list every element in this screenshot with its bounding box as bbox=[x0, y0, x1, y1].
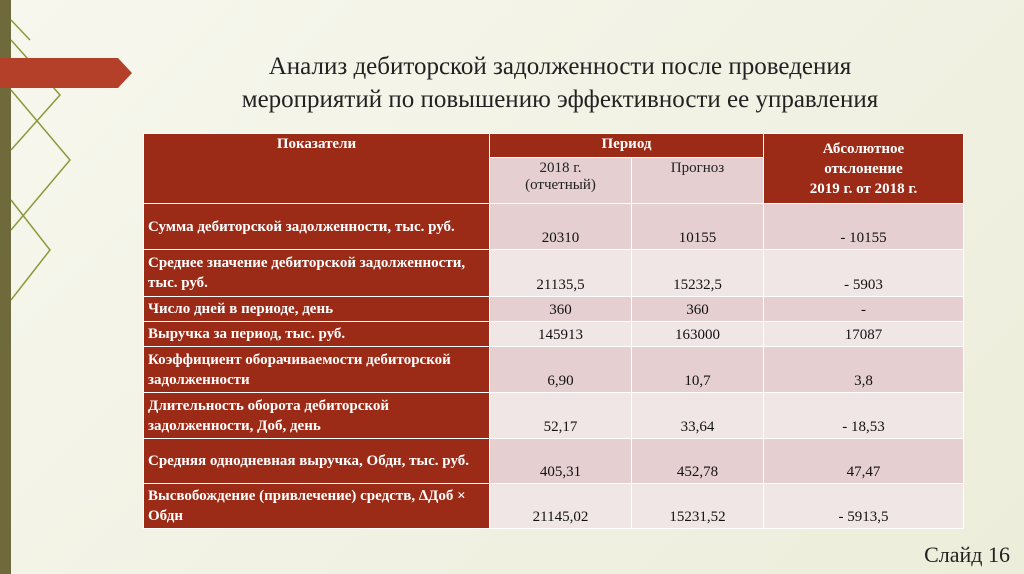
header-line: отклонение bbox=[824, 160, 903, 177]
table-row: Коэффициент оборачиваемости дебиторской … bbox=[143, 346, 964, 393]
value-cell: 3,8 bbox=[763, 346, 964, 393]
value-cell: - 5913,5 bbox=[763, 483, 964, 529]
title-banner bbox=[0, 58, 132, 88]
table-row: Высвобождение (привлечение) средств, ∆До… bbox=[143, 483, 964, 529]
value-cell: 21145,02 bbox=[489, 483, 632, 529]
table-body: Сумма дебиторской задолженности, тыс. ру… bbox=[143, 203, 964, 529]
subheader-cell: 2018 г. (отчетный) bbox=[489, 157, 632, 204]
title-line: Анализ дебиторской задолженности после п… bbox=[268, 53, 852, 80]
label-cell: Коэффициент оборачиваемости дебиторской … bbox=[143, 346, 490, 393]
value-cell: 15232,5 bbox=[631, 249, 764, 297]
header-cell: Период bbox=[489, 133, 764, 158]
value-cell: 15231,52 bbox=[631, 483, 764, 529]
value-cell: - bbox=[763, 296, 964, 322]
label-cell: Высвобождение (привлечение) средств, ∆До… bbox=[143, 483, 490, 529]
value-cell: - 10155 bbox=[763, 203, 964, 250]
value-cell: 6,90 bbox=[489, 346, 632, 393]
value-cell: 33,64 bbox=[631, 392, 764, 439]
value-cell: 405,31 bbox=[489, 438, 632, 484]
value-cell: 10,7 bbox=[631, 346, 764, 393]
header-line: 2019 г. от 2018 г. bbox=[809, 180, 918, 197]
value-cell: 17087 bbox=[763, 321, 964, 347]
decoration bbox=[0, 0, 132, 574]
header-cell: Показатели bbox=[143, 133, 490, 204]
title: Анализ дебиторской задолженности после п… bbox=[150, 50, 970, 116]
value-cell: 360 bbox=[631, 296, 764, 322]
table-row: Средняя однодневная выручка, Обдн, тыс. … bbox=[143, 438, 964, 484]
value-cell: 52,17 bbox=[489, 392, 632, 439]
header-line: Абсолютное bbox=[822, 140, 905, 157]
value-cell: - 18,53 bbox=[763, 392, 964, 439]
value-cell: 360 bbox=[489, 296, 632, 322]
table: Показатели Период Абсолютное отклонение … bbox=[143, 133, 964, 529]
table-row: Выручка за период, тыс. руб. 145913 163000… bbox=[143, 321, 964, 347]
title-line: мероприятий по повышению эффективности е… bbox=[241, 86, 879, 113]
label-cell: Сумма дебиторской задолженности, тыс. ру… bbox=[143, 203, 490, 250]
value-cell: 452,78 bbox=[631, 438, 764, 484]
label-cell: Длительность оборота дебиторской задолже… bbox=[143, 392, 490, 439]
value-cell: 21135,5 bbox=[489, 249, 632, 297]
label-cell: Средняя однодневная выручка, Обдн, тыс. … bbox=[143, 438, 490, 484]
value-cell: 47,47 bbox=[763, 438, 964, 484]
table-row: Сумма дебиторской задолженности, тыс. ру… bbox=[143, 203, 964, 250]
table-row: Число дней в периоде, день 360 360- bbox=[143, 296, 964, 322]
left-strip bbox=[0, 0, 11, 574]
value-cell: 10155 bbox=[631, 203, 764, 250]
subheader-cell: Прогноз bbox=[631, 157, 764, 204]
value-cell: 20310 bbox=[489, 203, 632, 250]
label-cell: Среднее значение дебиторской задолженнос… bbox=[143, 249, 490, 297]
table-row: Среднее значение дебиторской задолженнос… bbox=[143, 249, 964, 297]
slide-number: Слайд 16 bbox=[924, 542, 1010, 567]
header-cell: Абсолютное отклонение 2019 г. от 2018 г. bbox=[763, 133, 964, 204]
label-cell: Выручка за период, тыс. руб. bbox=[143, 321, 490, 347]
value-cell: 145913 bbox=[489, 321, 632, 347]
table-row: Длительность оборота дебиторской задолже… bbox=[143, 392, 964, 439]
value-cell: - 5903 bbox=[763, 249, 964, 297]
label-cell: Число дней в периоде, день bbox=[143, 296, 490, 322]
value-cell: 163000 bbox=[631, 321, 764, 347]
